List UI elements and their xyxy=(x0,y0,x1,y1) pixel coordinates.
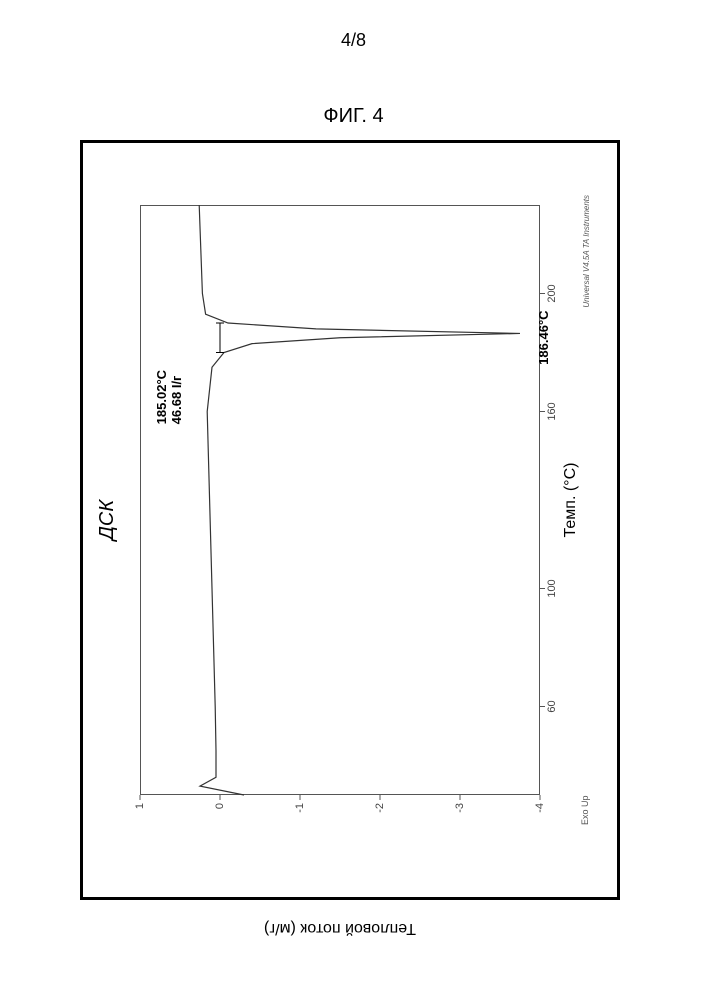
figure-label: ФИГ. 4 xyxy=(0,105,707,128)
x-axis-label: Темп. (°C) xyxy=(562,205,580,795)
figure-frame: ДСК Темп. (°C) Тепловой поток (м/г) 185.… xyxy=(80,140,620,900)
y-tick-label: 0 xyxy=(214,803,226,823)
y-tick-label: 1 xyxy=(134,803,146,823)
exo-up-label: Exo Up xyxy=(580,795,590,825)
page-root: 4/8 ФИГ. 4 ДСК Темп. (°C) Тепловой поток… xyxy=(0,0,707,1000)
page-number: 4/8 xyxy=(0,30,707,51)
y-tick-label: -4 xyxy=(534,803,546,823)
y-tick-label: -2 xyxy=(374,803,386,823)
y-tick-label: -3 xyxy=(454,803,466,823)
y-axis-label: Тепловой поток (м/г) xyxy=(240,919,440,937)
y-tick-label: -1 xyxy=(294,803,306,823)
annotation-onset: 185.02°C 46.68 I/г xyxy=(154,370,184,424)
x-tick-label: 200 xyxy=(546,284,558,302)
x-tick-label: 100 xyxy=(546,579,558,597)
dsc-chart: ДСК Темп. (°C) Тепловой поток (м/г) 185.… xyxy=(90,150,610,890)
annotation-peak: 186.46°C xyxy=(536,310,551,364)
instrument-label: Universal V4.5A TA Instruments xyxy=(582,195,591,355)
x-tick-label: 160 xyxy=(546,402,558,420)
chart-svg xyxy=(90,150,610,890)
x-tick-label: 60 xyxy=(546,700,558,712)
